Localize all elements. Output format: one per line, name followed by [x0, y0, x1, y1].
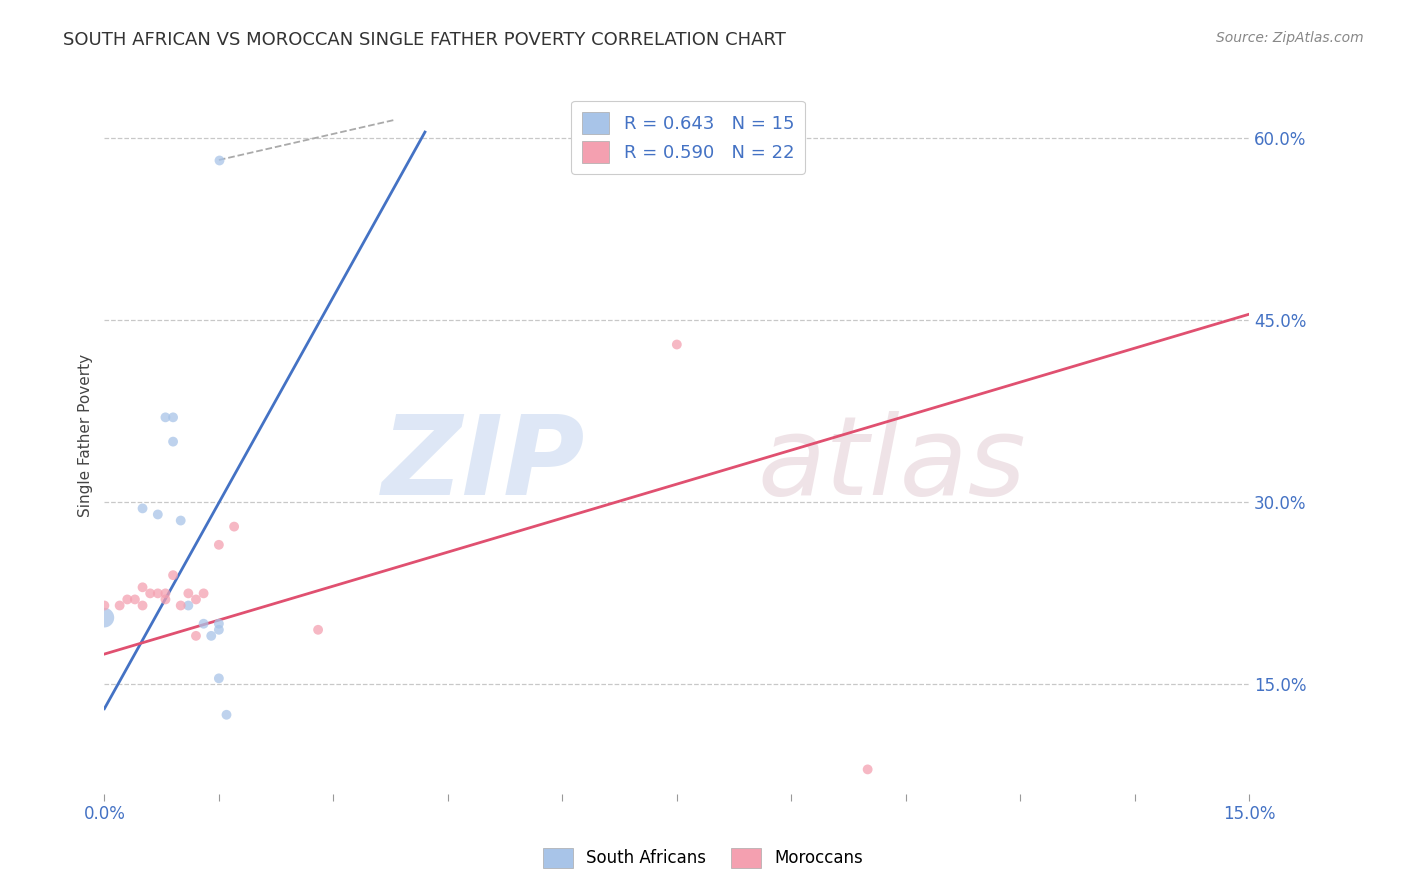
Point — [117, 592, 139, 607]
Point — [208, 623, 231, 637]
Legend: South Africans, Moroccans: South Africans, Moroccans — [536, 841, 870, 875]
Point — [146, 586, 169, 600]
Point — [208, 616, 231, 631]
Point — [215, 707, 238, 722]
Point — [208, 538, 231, 552]
Point — [170, 514, 193, 528]
Point — [155, 592, 177, 607]
Point — [665, 337, 688, 351]
Y-axis label: Single Father Poverty: Single Father Poverty — [79, 354, 93, 517]
Text: atlas: atlas — [756, 410, 1025, 517]
Point — [131, 501, 153, 516]
Text: ZIP: ZIP — [382, 410, 585, 517]
Point — [200, 629, 222, 643]
Point — [170, 599, 193, 613]
Point — [184, 629, 207, 643]
Point — [155, 410, 177, 425]
Point — [193, 616, 215, 631]
Point — [162, 434, 184, 449]
Point — [162, 410, 184, 425]
Point — [93, 599, 115, 613]
Legend: R = 0.643   N = 15, R = 0.590   N = 22: R = 0.643 N = 15, R = 0.590 N = 22 — [571, 101, 806, 174]
Point — [146, 508, 169, 522]
Point — [108, 599, 131, 613]
Point — [131, 580, 153, 594]
Point — [139, 586, 162, 600]
Point — [224, 519, 246, 533]
Point — [208, 671, 231, 685]
Point — [856, 763, 879, 777]
Text: Source: ZipAtlas.com: Source: ZipAtlas.com — [1216, 31, 1364, 45]
Point — [177, 586, 200, 600]
Point — [184, 592, 207, 607]
Point — [177, 599, 200, 613]
Text: SOUTH AFRICAN VS MOROCCAN SINGLE FATHER POVERTY CORRELATION CHART: SOUTH AFRICAN VS MOROCCAN SINGLE FATHER … — [63, 31, 786, 49]
Point — [155, 586, 177, 600]
Point — [124, 592, 146, 607]
Point — [93, 610, 115, 624]
Point — [131, 599, 153, 613]
Point — [307, 623, 329, 637]
Point — [208, 153, 231, 167]
Point — [162, 568, 184, 582]
Point — [193, 586, 215, 600]
